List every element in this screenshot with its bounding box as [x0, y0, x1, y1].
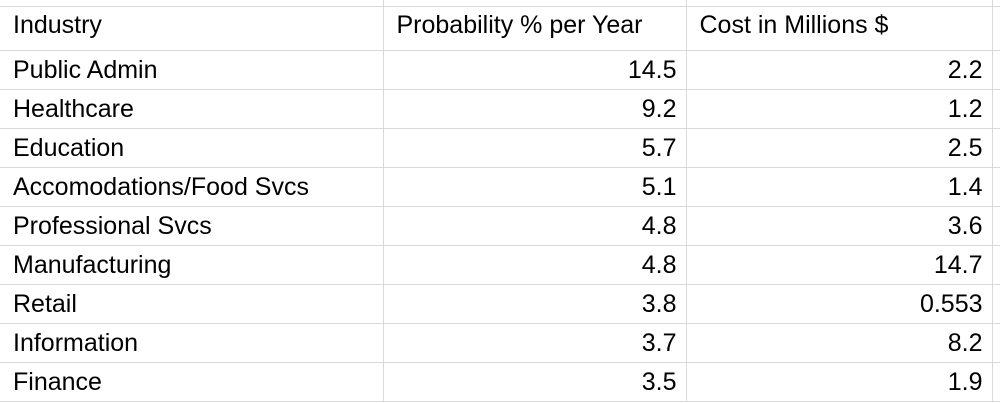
- cell-cost[interactable]: 2.5: [686, 128, 993, 168]
- table-row: Public Admin 14.5 2.2: [0, 50, 1000, 90]
- cell-probability[interactable]: 4.8: [383, 245, 687, 285]
- empty-cell[interactable]: [992, 167, 1000, 207]
- cell-industry[interactable]: Healthcare: [0, 89, 384, 129]
- table-row: Healthcare 9.2 1.2: [0, 89, 1000, 129]
- cell-industry[interactable]: Public Admin: [0, 50, 384, 90]
- cell-industry[interactable]: Manufacturing: [0, 245, 384, 285]
- cell-probability[interactable]: 3.5: [383, 362, 687, 402]
- empty-cell[interactable]: [992, 50, 1000, 90]
- table-row: Education 5.7 2.5: [0, 128, 1000, 168]
- cell-probability[interactable]: 3.8: [383, 284, 687, 324]
- cell-cost[interactable]: 1.9: [686, 362, 993, 402]
- header-cell-industry[interactable]: Industry: [0, 0, 384, 51]
- cell-cost[interactable]: 2.2: [686, 50, 993, 90]
- cell-industry[interactable]: Retail: [0, 284, 384, 324]
- header-cell-cost[interactable]: Cost in Millions $: [686, 0, 993, 51]
- cell-probability[interactable]: 4.8: [383, 206, 687, 246]
- cell-cost[interactable]: 1.2: [686, 89, 993, 129]
- cell-cost[interactable]: 8.2: [686, 323, 993, 363]
- cell-industry[interactable]: Finance: [0, 362, 384, 402]
- empty-cell[interactable]: [992, 206, 1000, 246]
- empty-cell[interactable]: [992, 362, 1000, 402]
- cell-cost[interactable]: 1.4: [686, 167, 993, 207]
- empty-cell[interactable]: [992, 245, 1000, 285]
- cell-probability[interactable]: 14.5: [383, 50, 687, 90]
- table-row: Manufacturing 4.8 14.7: [0, 245, 1000, 285]
- empty-cell[interactable]: [992, 323, 1000, 363]
- cell-industry[interactable]: Information: [0, 323, 384, 363]
- cell-cost[interactable]: 0.553: [686, 284, 993, 324]
- empty-cell[interactable]: [992, 284, 1000, 324]
- cell-probability[interactable]: 9.2: [383, 89, 687, 129]
- empty-cell[interactable]: [992, 128, 1000, 168]
- table-row: Accomodations/Food Svcs 5.1 1.4: [0, 167, 1000, 207]
- cell-industry[interactable]: Professional Svcs: [0, 206, 384, 246]
- header-cell-probability[interactable]: Probability % per Year: [383, 0, 687, 51]
- cell-probability[interactable]: 3.7: [383, 323, 687, 363]
- empty-cell[interactable]: [992, 89, 1000, 129]
- table-row: Information 3.7 8.2: [0, 323, 1000, 363]
- header-row: Industry Probability % per Year Cost in …: [0, 0, 1000, 51]
- empty-cell[interactable]: [992, 0, 1000, 51]
- table-row: Professional Svcs 4.8 3.6: [0, 206, 1000, 246]
- cell-industry[interactable]: Accomodations/Food Svcs: [0, 167, 384, 207]
- table-row: Retail 3.8 0.553: [0, 284, 1000, 324]
- cell-probability[interactable]: 5.7: [383, 128, 687, 168]
- cell-probability[interactable]: 5.1: [383, 167, 687, 207]
- cell-industry[interactable]: Education: [0, 128, 384, 168]
- cell-cost[interactable]: 3.6: [686, 206, 993, 246]
- table-row: Finance 3.5 1.9: [0, 362, 1000, 402]
- cell-cost[interactable]: 14.7: [686, 245, 993, 285]
